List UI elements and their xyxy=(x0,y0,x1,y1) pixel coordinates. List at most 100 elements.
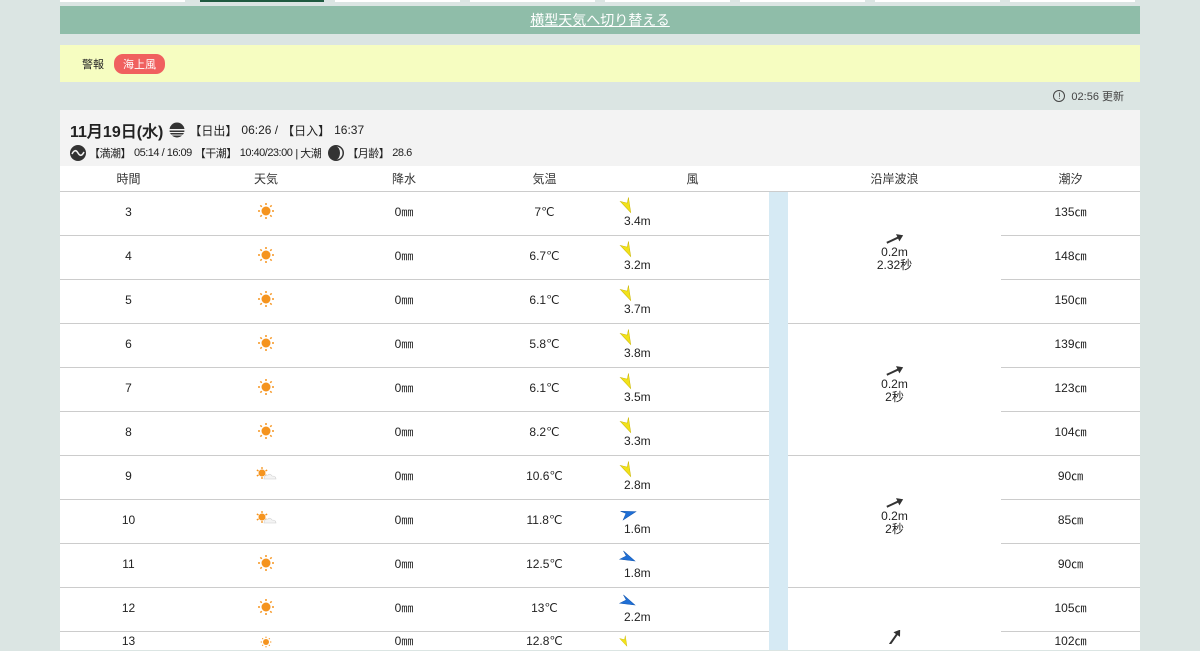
table-row: 13 0㎜ 12.8℃ 102㎝ xyxy=(60,632,1140,650)
weather-cell xyxy=(197,588,335,616)
hour-cell: 7 xyxy=(125,381,132,395)
top-tabs xyxy=(60,0,1140,2)
moon-age: 28.6 xyxy=(392,147,412,159)
sun-icon xyxy=(257,203,275,223)
wind-direction-icon xyxy=(618,550,636,562)
hour-cell: 5 xyxy=(125,293,132,307)
tide-wave-icon xyxy=(70,145,86,161)
hour-cell: 10 xyxy=(121,513,136,527)
hour-cell: 4 xyxy=(125,249,132,263)
high-tide-times: 05:14 / 16:09 xyxy=(134,147,192,159)
sun-horizon-icon xyxy=(169,122,186,138)
tab[interactable] xyxy=(875,0,1000,2)
wind-direction-icon xyxy=(619,329,632,346)
warning-badge[interactable]: 海上風 xyxy=(114,53,165,74)
weather-cell xyxy=(197,500,335,526)
row-divider xyxy=(60,279,769,280)
moon-icon xyxy=(328,145,345,161)
wind-cell xyxy=(616,632,766,650)
weather-cell xyxy=(197,280,335,308)
column-header: 風 xyxy=(686,172,699,186)
wind-direction-icon xyxy=(619,285,632,302)
table-row: 4 0㎜ 6.7℃ 3.2m 148㎝ xyxy=(60,236,1140,280)
table-row: 5 0㎜ 6.1℃ 3.7m 150㎝ xyxy=(60,280,1140,324)
tide-cell: 105㎝ xyxy=(1054,601,1087,615)
temp-cell: 6.1℃ xyxy=(529,381,560,395)
low-tide-times: 10:40/23:00 xyxy=(239,147,293,159)
weather-cell xyxy=(197,632,335,648)
precip-cell: 0㎜ xyxy=(394,634,414,648)
wave-direction-icon xyxy=(885,366,903,376)
sun-icon xyxy=(257,379,275,399)
info-icon: ! xyxy=(1053,90,1066,102)
wind-speed: 3.5m xyxy=(624,390,651,404)
wave-direction-icon xyxy=(885,234,903,244)
hour-cell: 13 xyxy=(121,634,136,648)
wind-direction-icon xyxy=(619,635,628,647)
table-row: 9 0㎜ 10.6℃ 2.8m 90㎝ xyxy=(60,456,1140,500)
temp-cell: 6.7℃ xyxy=(529,249,560,263)
hour-cell: 11 xyxy=(122,557,135,571)
sun-icon xyxy=(257,247,275,267)
precip-cell: 0㎜ xyxy=(394,249,414,263)
temp-cell: 12.5℃ xyxy=(526,557,563,571)
tide-cell: 104㎝ xyxy=(1054,425,1087,439)
row-divider xyxy=(60,411,769,412)
precip-cell: 0㎜ xyxy=(394,601,414,615)
tab[interactable] xyxy=(335,0,460,2)
table-row: 6 0㎜ 5.8℃ 3.8m 139㎝ xyxy=(60,324,1140,368)
weather-cell xyxy=(197,192,335,220)
wind-cell: 3.8m xyxy=(616,324,766,368)
hour-cell: 6 xyxy=(125,337,132,351)
sun-cloud-icon xyxy=(255,467,277,485)
wave-direction-icon xyxy=(888,630,900,644)
wind-speed: 1.6m xyxy=(624,522,651,536)
sun-icon xyxy=(257,291,275,311)
temp-cell: 10.6℃ xyxy=(526,469,563,483)
weather-cell xyxy=(197,236,335,264)
precip-cell: 0㎜ xyxy=(394,513,414,527)
switch-horizontal-link[interactable]: 横型天気へ切り替える xyxy=(530,12,670,28)
tab-active[interactable] xyxy=(200,0,324,2)
hour-cell: 8 xyxy=(125,425,132,439)
tide-cell: 139㎝ xyxy=(1054,337,1087,351)
wind-cell: 3.2m xyxy=(616,236,766,280)
weather-cell xyxy=(197,368,335,396)
wave-period: 2.32秒 xyxy=(876,258,913,272)
row-divider xyxy=(1001,323,1140,324)
wind-cell: 3.5m xyxy=(616,368,766,412)
temp-cell: 13℃ xyxy=(531,601,558,615)
wind-speed: 2.8m xyxy=(624,478,651,492)
wind-direction-icon xyxy=(618,594,636,606)
tide-cell: 102㎝ xyxy=(1054,634,1087,648)
sun-icon xyxy=(257,423,275,443)
sunset-time: 16:37 xyxy=(334,123,365,137)
wind-direction-icon xyxy=(620,511,637,521)
precip-cell: 0㎜ xyxy=(394,381,414,395)
tab[interactable] xyxy=(60,0,185,2)
row-divider xyxy=(1001,235,1140,236)
sunrise-time: 06:26 / xyxy=(241,123,279,137)
wind-cell: 1.8m xyxy=(616,544,766,588)
temp-cell: 11.8℃ xyxy=(526,513,563,527)
tab[interactable] xyxy=(470,0,595,2)
high-tide-label: 【満潮】 xyxy=(89,148,132,160)
row-divider xyxy=(60,587,769,588)
column-header: 気温 xyxy=(532,172,557,186)
wind-direction-icon xyxy=(619,461,632,478)
tab[interactable] xyxy=(740,0,865,2)
tide-cell: 150㎝ xyxy=(1054,293,1087,307)
tab[interactable] xyxy=(1010,0,1135,2)
precip-cell: 0㎜ xyxy=(394,337,414,351)
wave-period: 2秒 xyxy=(885,390,904,404)
wave-height: 0.2m xyxy=(881,245,908,259)
tab[interactable] xyxy=(605,0,730,2)
table-row: 3 0㎜ 7℃ 3.4m 135㎝ xyxy=(60,192,1140,236)
table-row: 11 0㎜ 12.5℃ 1.8m 90㎝ xyxy=(60,544,1140,588)
sun-icon xyxy=(257,555,275,575)
wave-cell: 0.2m 2.32秒 xyxy=(788,232,1001,272)
row-divider xyxy=(1001,455,1140,456)
hour-cell: 12 xyxy=(121,601,136,615)
sun-cloud-icon xyxy=(255,511,277,529)
wave-divider-strip xyxy=(769,192,788,650)
